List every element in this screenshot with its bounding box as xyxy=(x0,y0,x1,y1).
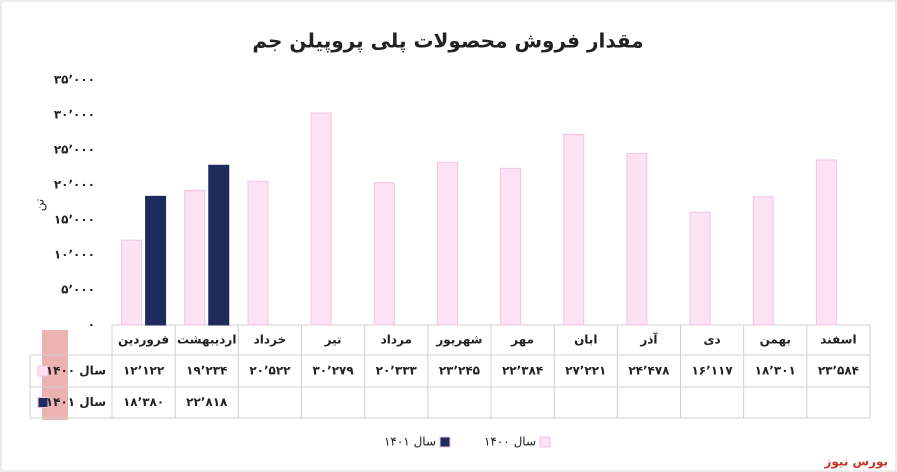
legend-swatch xyxy=(37,397,49,408)
bar xyxy=(310,112,332,326)
table-row-header: سال ۱۴۰۱ xyxy=(46,395,106,409)
x-tick-label: فروردین xyxy=(118,333,169,348)
bar xyxy=(752,196,774,326)
x-tick-label: تیر xyxy=(324,333,342,347)
table-value: ۱۶٬۱۱۷ xyxy=(691,364,733,378)
x-tick-label: آذر xyxy=(639,332,658,347)
bar xyxy=(563,133,585,326)
bar xyxy=(184,189,206,326)
table-value: ۲۷٬۲۲۱ xyxy=(565,364,606,378)
table-value: ۱۸٬۳۰۱ xyxy=(755,364,796,378)
y-tick-label: ۰ xyxy=(88,318,95,332)
x-tick-label: مهر xyxy=(510,333,534,347)
legend-swatch xyxy=(539,436,551,448)
y-tick-label: ۱۵٬۰۰۰ xyxy=(54,213,95,227)
table-value: ۲۴٬۴۷۸ xyxy=(628,364,670,378)
bar xyxy=(500,167,522,326)
x-tick-label: اردیبهشت xyxy=(177,333,236,347)
x-tick-label: بهمن xyxy=(760,333,791,347)
bar xyxy=(626,153,648,326)
bar xyxy=(436,161,458,326)
bar xyxy=(121,239,143,326)
y-tick-label: ۳۰٬۰۰۰ xyxy=(54,108,95,122)
x-tick-label: خرداد xyxy=(254,333,287,347)
y-tick-label: ۳۵٬۰۰۰ xyxy=(54,73,95,87)
table-value: ۲۳٬۲۴۵ xyxy=(439,364,480,378)
table-value: ۱۹٬۲۳۴ xyxy=(186,364,227,378)
bar xyxy=(208,164,230,326)
legend-label: سال ۱۴۰۰ xyxy=(484,435,536,449)
x-tick-label: دی xyxy=(704,333,721,347)
table-value: ۲۳٬۵۸۴ xyxy=(818,364,859,378)
y-tick-label: ۲۵٬۰۰۰ xyxy=(54,143,95,157)
table-value: ۳۰٬۲۷۹ xyxy=(312,364,354,378)
x-tick-label: اسفند xyxy=(820,333,856,347)
chart-title: مقدار فروش محصولات پلی پروپیلن جم xyxy=(252,29,643,54)
x-tick-label: ابان xyxy=(574,333,597,347)
source: بورس نیوز xyxy=(823,455,888,470)
y-tick-label: ۱۰٬۰۰۰ xyxy=(54,248,95,262)
table-row-header: سال ۱۴۰۰ xyxy=(46,364,106,378)
bar xyxy=(689,211,711,326)
bar xyxy=(247,180,269,326)
table-value: ۱۲٬۱۲۲ xyxy=(123,364,165,378)
bar xyxy=(145,195,167,326)
table-value: ۲۲٬۳۸۴ xyxy=(502,364,543,378)
table-value: ۱۸٬۳۸۰ xyxy=(123,395,164,409)
legend-swatch xyxy=(37,365,49,377)
legend-swatch xyxy=(439,436,451,448)
table-value: ۲۰٬۳۳۳ xyxy=(376,364,418,378)
x-tick-label: شهریور xyxy=(435,333,482,348)
y-tick-label: ۵٬۰۰۰ xyxy=(61,283,95,297)
x-tick-label: مرداد xyxy=(381,333,412,347)
bar xyxy=(373,182,395,326)
table-value: ۲۲٬۸۱۸ xyxy=(186,395,228,409)
y-axis-label: تن xyxy=(33,199,48,211)
y-tick-label: ۲۰٬۰۰۰ xyxy=(54,178,95,192)
table-value: ۲۰٬۵۲۲ xyxy=(249,364,291,378)
bar xyxy=(815,159,837,326)
legend-label: سال ۱۴۰۱ xyxy=(384,435,436,449)
